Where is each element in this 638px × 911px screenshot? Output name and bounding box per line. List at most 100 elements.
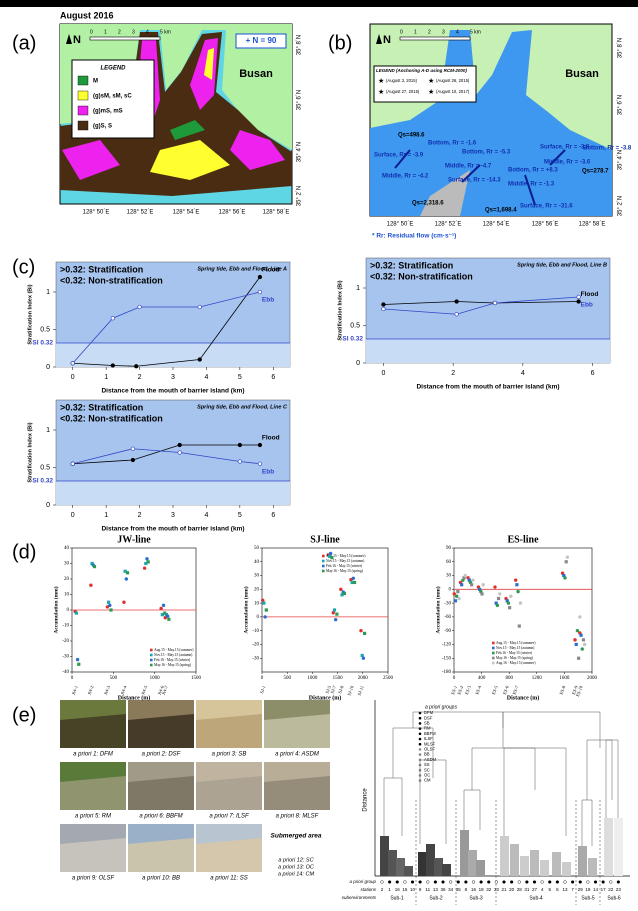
cluster-bar: [614, 818, 623, 876]
photos: [60, 700, 330, 872]
legend-title: LEGEND (Anchoring A-D using RCM-2000): [376, 68, 467, 73]
date-label: August 2016: [60, 10, 114, 20]
legend-label: (August 27, 2015): [386, 89, 420, 94]
group-symbol: [609, 881, 612, 884]
legend-symbol: [419, 733, 422, 736]
station-label: 28: [517, 887, 523, 892]
x-tick-label: 5: [238, 374, 242, 381]
dendrogram-link: [587, 740, 612, 800]
station-label: 29: [578, 887, 584, 892]
x-tick-label: 4: [521, 370, 525, 377]
x-coord-label: 128° 54´E: [173, 210, 200, 216]
station-label: JW-5: [140, 684, 148, 695]
group-symbol: [457, 881, 460, 884]
dendrogram-link: [464, 790, 480, 830]
station-label: 14: [593, 887, 599, 892]
y-tick-label: 10: [64, 593, 70, 598]
legend-swatch: [150, 654, 153, 657]
group-symbol: [419, 881, 422, 884]
station-label: 1: [388, 887, 391, 892]
top-bar: [0, 0, 638, 7]
y-axis-label: Stratification Index (Bi): [27, 284, 33, 344]
y-tick-label: 1: [46, 289, 50, 296]
station-label: 35: [456, 887, 462, 892]
group-symbol: [594, 881, 597, 884]
point: [582, 638, 585, 641]
point: [166, 615, 169, 618]
submerged-label: a priori 12: SC: [278, 857, 313, 863]
legend-symbol: [419, 738, 422, 741]
point: [498, 592, 501, 595]
legend-symbol: [419, 717, 422, 720]
series-label: Flood: [581, 291, 599, 298]
x-tick-label: 4: [204, 512, 208, 519]
scale-label: 3: [132, 29, 135, 35]
cluster-bar: [442, 864, 451, 876]
photo-caption: a priori 1: DFM: [73, 752, 113, 758]
point: [258, 443, 262, 447]
x-tick-label: 0: [381, 370, 385, 377]
legend-swatch: [492, 647, 495, 650]
y-axis-label: Stratification Index (Bi): [337, 280, 343, 340]
row-label: subenvironments: [342, 895, 377, 900]
group-symbol: [602, 881, 605, 884]
station-label: JW-2: [87, 685, 95, 696]
y-tick-label: -10: [62, 624, 69, 629]
series-label: Ebb: [262, 468, 274, 475]
legend-label: CM: [424, 778, 431, 783]
series-label: Flood: [262, 267, 280, 274]
point: [471, 578, 474, 581]
x-tick-label: 2500: [383, 676, 394, 681]
point: [147, 560, 150, 563]
y-tick-label: -150: [442, 656, 452, 661]
panel-label: (d): [12, 541, 36, 563]
station-label: JW-4: [120, 684, 128, 695]
point: [493, 301, 497, 305]
photo-caption: a priori 5: RM: [75, 814, 111, 820]
station-label: 22: [608, 887, 614, 892]
legend-swatch: [322, 555, 325, 558]
group-symbol: [548, 881, 551, 884]
point: [131, 458, 135, 462]
point: [515, 583, 518, 586]
point: [258, 462, 262, 466]
series-label: Flood: [262, 435, 280, 442]
y-tick-label: 50: [254, 546, 260, 551]
legend-swatch: [322, 560, 325, 563]
point: [76, 658, 79, 661]
dendrogram-link: [582, 800, 592, 846]
point: [178, 443, 182, 447]
station-label: 27: [532, 887, 538, 892]
point: [470, 583, 473, 586]
y-coord-label: 35° 2´N: [618, 196, 624, 216]
flow-annotation: Bottom, Rr = -5.3: [462, 150, 511, 156]
y-tick-label: -30: [62, 655, 69, 660]
dendrogram-link: [503, 712, 600, 748]
station-label: 6: [556, 887, 559, 892]
legend-swatch: [322, 565, 325, 568]
point: [464, 574, 467, 577]
legend-swatch: [322, 570, 325, 573]
station-label: 4: [541, 887, 544, 892]
group-symbol: [449, 881, 452, 884]
station-label: 36: [440, 887, 446, 892]
x-tick-label: 1500: [333, 676, 344, 681]
legend-label: (g)mS, mS: [93, 109, 123, 115]
y-tick-label: 40: [64, 546, 70, 551]
subenvironment-label: Sub-5: [581, 895, 595, 901]
legend-symbol: [419, 743, 422, 746]
point: [258, 275, 262, 279]
scale-label: 5 km: [470, 29, 481, 35]
station-label: 20: [509, 887, 515, 892]
x-tick-label: 1: [104, 512, 108, 519]
y-tick-label: 0.5: [40, 464, 50, 471]
legend-label: Feb.16 - May.15 (winter): [496, 651, 533, 655]
legend-label: May.16 - May.15 (spring): [154, 663, 192, 667]
group-symbol: [388, 881, 391, 884]
scale-label: 2: [118, 29, 121, 35]
point: [93, 565, 96, 568]
x-tick-label: 400: [478, 676, 486, 681]
point: [454, 599, 457, 602]
y-coord-label: 35° 4´N: [297, 142, 303, 162]
x-tick-label: 6: [591, 370, 595, 377]
